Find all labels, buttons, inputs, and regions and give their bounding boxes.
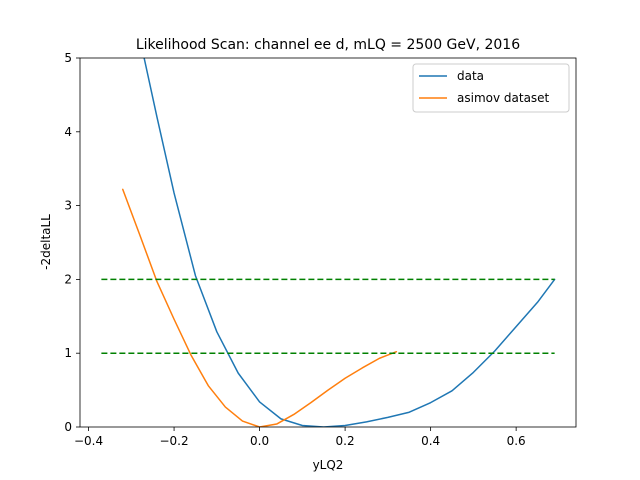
x-tick-label: 0.2 (336, 434, 355, 448)
y-tick-label: 0 (64, 420, 72, 434)
y-tick-label: 2 (64, 272, 72, 286)
x-axis-label: yLQ2 (313, 458, 344, 472)
legend: data asimov dataset (412, 63, 570, 113)
x-tick-label: −0.4 (74, 434, 103, 448)
chart-title: Likelihood Scan: channel ee d, mLQ = 250… (136, 37, 520, 53)
y-tick-label: 3 (64, 199, 72, 213)
y-tick-label: 1 (64, 346, 72, 360)
legend-label: asimov dataset (457, 91, 550, 105)
y-tick-label: 4 (64, 125, 72, 139)
legend-label: data (457, 69, 484, 83)
series-line-2 (122, 188, 398, 427)
plot-area: −0.4 −0.2 0.0 0.2 0.4 0.6 0 1 2 3 4 5 (64, 51, 577, 448)
y-tick-label: 5 (64, 51, 72, 65)
x-tick-label: 0.4 (421, 434, 440, 448)
axes-frame (79, 57, 577, 428)
legend-box (412, 63, 570, 113)
x-tick-label: 0.0 (250, 434, 269, 448)
y-axis-label: -2deltaLL (39, 214, 53, 270)
series-line-1 (143, 58, 556, 427)
x-tick-label: 0.6 (507, 434, 526, 448)
x-tick-label: −0.2 (159, 434, 188, 448)
